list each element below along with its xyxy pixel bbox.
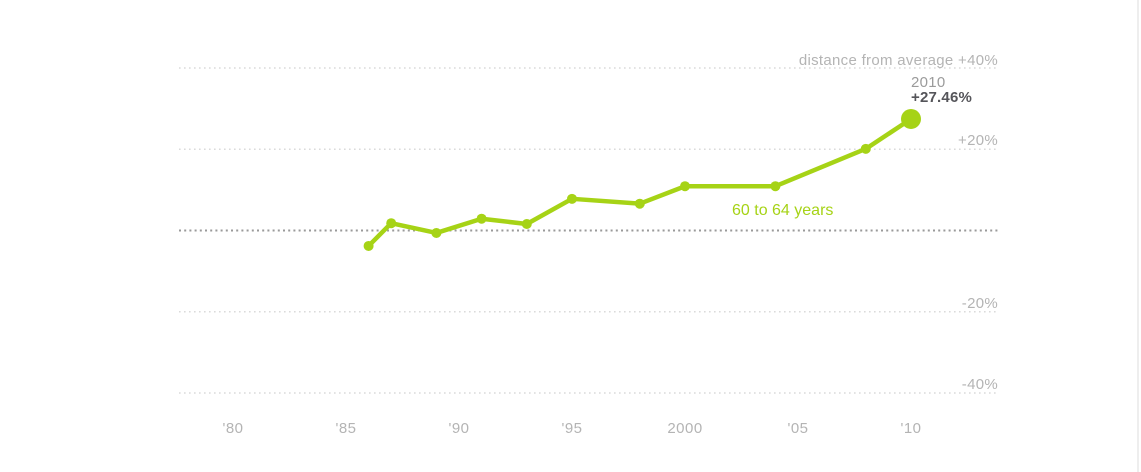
x-tick-label-1985: '85 <box>335 420 357 437</box>
series-label-60-to-64-years: 60 to 64 years <box>732 202 834 219</box>
ytick-label-minus20: -20% <box>961 295 998 312</box>
data-point-1995[interactable] <box>567 193 577 204</box>
ytick-label-minus40: -40% <box>961 376 998 393</box>
page-border-right <box>1137 0 1139 472</box>
x-tick-label-2005: '05 <box>787 420 809 437</box>
data-point-1989[interactable] <box>431 227 442 238</box>
annotation-value: +27.46% <box>911 89 973 106</box>
data-point-1986[interactable] <box>363 240 374 251</box>
highlighted-data-point-2010[interactable] <box>901 108 921 129</box>
x-tick-label-2000: 2000 <box>667 420 703 437</box>
annotation-year: 2010 <box>911 74 946 91</box>
data-point-2008[interactable] <box>860 143 871 154</box>
data-point-1998[interactable] <box>634 198 645 209</box>
highlight-annotation: 2010 +27.46% <box>911 74 973 106</box>
data-point-2000[interactable] <box>680 181 690 192</box>
data-point-2004[interactable] <box>770 181 781 192</box>
ytick-label-plus20: +20% <box>958 132 998 149</box>
x-tick-label-1990: '90 <box>448 420 470 437</box>
series-line[interactable] <box>366 116 914 249</box>
ytick-label-plus40-with-axis-note: distance from average +40% <box>798 52 998 69</box>
x-tick-label-1995: '95 <box>561 420 583 437</box>
x-tick-label-2010: '10 <box>900 420 922 437</box>
x-tick-label-1980: '80 <box>222 420 244 437</box>
data-point-1993[interactable] <box>521 219 532 229</box>
data-point-1991[interactable] <box>476 213 487 224</box>
data-point-1987[interactable] <box>386 218 397 229</box>
